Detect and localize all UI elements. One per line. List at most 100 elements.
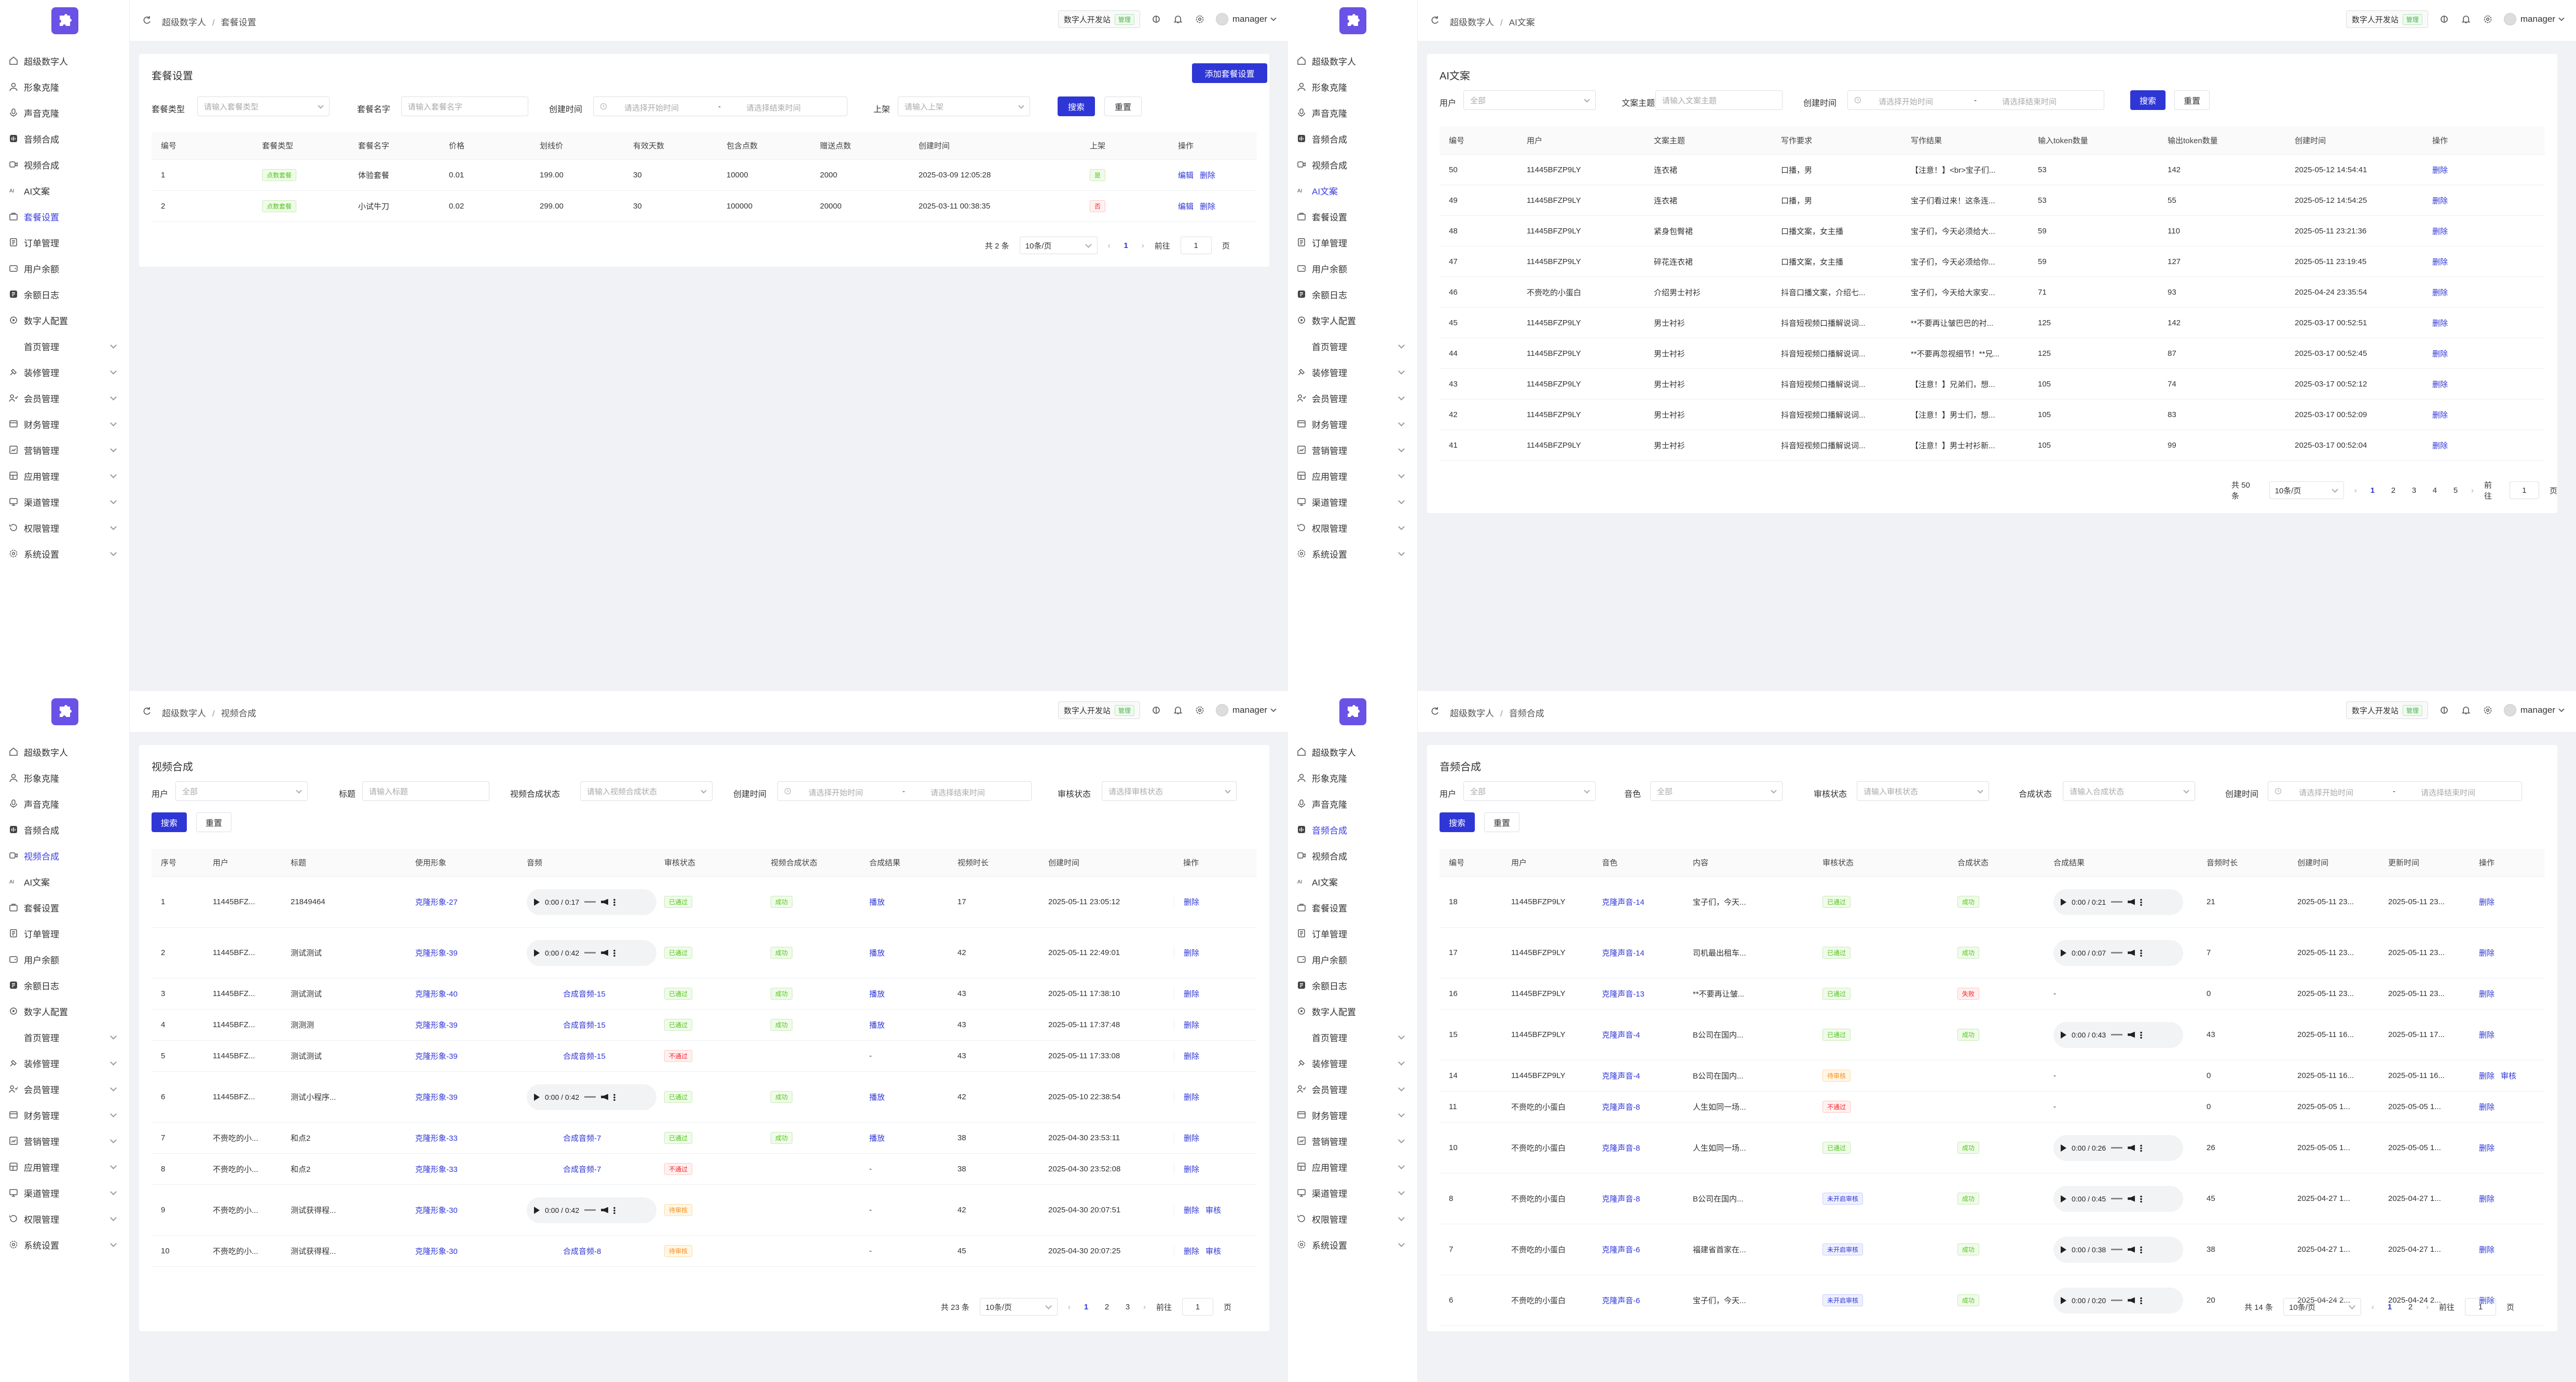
sidebar-item[interactable]: 套餐设置: [0, 203, 129, 229]
sidebar-item[interactable]: 应用管理: [0, 1154, 129, 1180]
search-button[interactable]: 搜索: [2130, 90, 2166, 110]
audio-player[interactable]: 0:00 / 0:43: [2053, 1021, 2183, 1048]
sidebar-item[interactable]: 用户余额: [0, 946, 129, 972]
audit-link[interactable]: 审核: [2501, 1072, 2517, 1081]
more-options-icon[interactable]: [2140, 1144, 2143, 1152]
chevron-down-icon[interactable]: [1398, 1240, 1405, 1247]
sidebar-item[interactable]: 声音克隆: [0, 791, 129, 817]
page-number[interactable]: 4: [2432, 486, 2437, 495]
next-page-icon[interactable]: ›: [1143, 1302, 1146, 1311]
sidebar-item[interactable]: 营销管理: [1288, 437, 1417, 463]
voice-link-text[interactable]: 克隆声音-8: [1602, 1195, 1640, 1204]
sidebar-item[interactable]: 形象克隆: [1288, 74, 1417, 100]
more-options-icon[interactable]: [2140, 1296, 2143, 1304]
play-link[interactable]: 播放: [869, 1093, 885, 1102]
audio-player[interactable]: 0:00 / 0:21: [2053, 889, 2183, 915]
sidebar-item[interactable]: 视频合成: [0, 151, 129, 177]
avatar-link-text[interactable]: 克隆形象-39: [415, 1093, 458, 1102]
sidebar-item[interactable]: 音频合成: [1288, 126, 1417, 151]
delete-link[interactable]: 删除: [2479, 1144, 2495, 1153]
sidebar-item[interactable]: 超级数字人: [0, 48, 129, 74]
sidebar-item[interactable]: 数字人配置: [0, 998, 129, 1024]
delete-link[interactable]: 删除: [1184, 898, 1200, 907]
sidebar-item[interactable]: 超级数字人: [1288, 739, 1417, 765]
audio-player[interactable]: 0:00 / 0:45: [2053, 1185, 2183, 1212]
audio-player[interactable]: 0:00 / 0:42: [527, 1197, 656, 1223]
sidebar-item[interactable]: 声音克隆: [1288, 100, 1417, 126]
sidebar-item[interactable]: 超级数字人: [0, 739, 129, 765]
play-link[interactable]: 播放: [869, 1021, 885, 1030]
sidebar-item[interactable]: 首页管理: [1288, 1024, 1417, 1050]
play-link[interactable]: 播放: [869, 898, 885, 907]
voice-select[interactable]: 全部: [1650, 781, 1783, 801]
reset-button[interactable]: 重置: [2174, 90, 2210, 110]
gear-icon[interactable]: [2482, 13, 2493, 25]
sidebar-item[interactable]: AI AI文案: [0, 177, 129, 203]
breadcrumb-root[interactable]: 超级数字人: [1450, 709, 1494, 718]
sidebar-item[interactable]: 超级数字人: [1288, 48, 1417, 74]
delete-link[interactable]: 删除: [1200, 171, 1216, 180]
chevron-down-icon[interactable]: [110, 1085, 117, 1091]
sidebar-item[interactable]: 套餐设置: [1288, 203, 1417, 229]
delete-link[interactable]: 删除: [1184, 1165, 1200, 1174]
sidebar-item[interactable]: 声音克隆: [1288, 791, 1417, 817]
page-number[interactable]: 2: [1104, 1302, 1109, 1311]
goto-page-input[interactable]: 1: [2465, 1298, 2497, 1316]
sidebar-item[interactable]: 订单管理: [1288, 920, 1417, 946]
goto-page-input[interactable]: 1: [1180, 237, 1212, 254]
more-options-icon[interactable]: [2140, 898, 2143, 906]
sidebar-item[interactable]: 系统设置: [1288, 1232, 1417, 1257]
audio-progress-bar[interactable]: [584, 1096, 596, 1098]
next-page-icon[interactable]: ›: [1141, 241, 1144, 250]
sidebar-item[interactable]: 余额日志: [1288, 281, 1417, 307]
chevron-down-icon[interactable]: [1398, 523, 1405, 530]
play-link[interactable]: 播放: [869, 990, 885, 999]
chevron-down-icon[interactable]: [1398, 342, 1405, 349]
chevron-down-icon[interactable]: [1398, 368, 1405, 375]
sidebar-item[interactable]: 装修管理: [0, 1050, 129, 1076]
chevron-down-icon[interactable]: [110, 420, 117, 426]
package-name-input[interactable]: 请输入套餐名字: [401, 96, 528, 116]
delete-link[interactable]: 删除: [2479, 990, 2495, 999]
delete-link[interactable]: 删除: [1184, 1134, 1200, 1143]
sidebar-item[interactable]: 套餐设置: [1288, 894, 1417, 920]
audio-progress-bar[interactable]: [2111, 952, 2123, 953]
page-number[interactable]: 1: [1123, 241, 1128, 250]
avatar-link-text[interactable]: 克隆形象-33: [415, 1165, 458, 1174]
volume-icon[interactable]: [2128, 949, 2135, 956]
sidebar-item[interactable]: 渠道管理: [1288, 489, 1417, 515]
delete-link[interactable]: 删除: [1184, 990, 1200, 999]
delete-link[interactable]: 删除: [2479, 949, 2495, 958]
delete-link[interactable]: 删除: [2432, 441, 2448, 450]
refresh-icon[interactable]: [142, 16, 152, 27]
reset-button[interactable]: 重置: [196, 812, 231, 832]
delete-link[interactable]: 删除: [2432, 257, 2448, 267]
goto-page-input[interactable]: 1: [1182, 1298, 1214, 1316]
sidebar-item[interactable]: 音频合成: [0, 126, 129, 151]
chevron-down-icon[interactable]: [1398, 1188, 1405, 1195]
sidebar-item[interactable]: 首页管理: [0, 333, 129, 359]
sidebar-item[interactable]: 订单管理: [0, 229, 129, 255]
audio-link[interactable]: 合成音频-7: [563, 1134, 601, 1143]
audio-link[interactable]: 合成音频-7: [563, 1165, 601, 1174]
sidebar-item[interactable]: 数字人配置: [1288, 998, 1417, 1024]
user-select[interactable]: 全部: [1463, 90, 1596, 110]
delete-link[interactable]: 删除: [2432, 410, 2448, 420]
sidebar-item[interactable]: 渠道管理: [0, 489, 129, 515]
audio-progress-bar[interactable]: [584, 1209, 596, 1211]
volume-icon[interactable]: [601, 899, 609, 905]
sidebar-item[interactable]: 装修管理: [1288, 1050, 1417, 1076]
chevron-down-icon[interactable]: [110, 342, 117, 349]
avatar-link-text[interactable]: 克隆形象-33: [415, 1134, 458, 1143]
more-options-icon[interactable]: [613, 949, 616, 957]
sidebar-item[interactable]: 会员管理: [1288, 385, 1417, 411]
avatar-link-text[interactable]: 克隆形象-30: [415, 1206, 458, 1215]
chevron-down-icon[interactable]: [1398, 420, 1405, 426]
audio-link[interactable]: 合成音频-15: [563, 990, 606, 999]
audit-link[interactable]: 审核: [1205, 1247, 1222, 1256]
voice-link-text[interactable]: 克隆声音-4: [1602, 1072, 1640, 1081]
chevron-down-icon[interactable]: [110, 1163, 117, 1169]
page-number[interactable]: 2: [2391, 486, 2396, 495]
sidebar-item[interactable]: 数字人配置: [1288, 307, 1417, 333]
sidebar-item[interactable]: 用户余额: [1288, 946, 1417, 972]
